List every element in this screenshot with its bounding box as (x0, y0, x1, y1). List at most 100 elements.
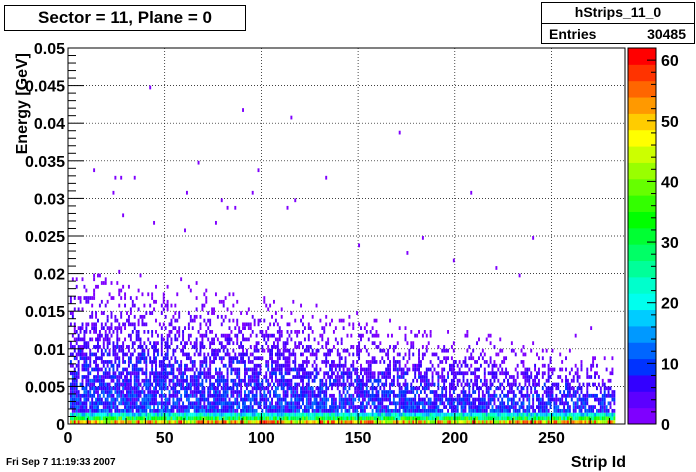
heatmap-cell (189, 288, 192, 293)
heatmap-cell (137, 367, 140, 372)
heatmap-cell (216, 371, 219, 376)
heatmap-cell (243, 352, 246, 357)
heatmap-cell (290, 367, 293, 372)
heatmap-cell (95, 367, 98, 372)
heatmap-cell (389, 360, 391, 364)
heatmap-cell (172, 386, 175, 391)
heatmap-cell (369, 360, 372, 364)
heatmap-cell (137, 371, 140, 376)
heatmap-cell (139, 416, 142, 421)
heatmap-cell (209, 322, 212, 327)
heatmap-cell (282, 386, 285, 391)
heatmap-cell (541, 408, 544, 413)
heatmap-cell (522, 416, 525, 421)
heatmap-cell (458, 401, 461, 406)
heatmap-cell (199, 363, 202, 368)
heatmap-cell (530, 416, 533, 421)
heatmap-cell (522, 371, 525, 376)
heatmap-cell (472, 382, 475, 387)
heatmap-cell (129, 416, 132, 421)
heatmap-cell (458, 412, 461, 417)
heatmap-cell (108, 360, 111, 364)
heatmap-cell (303, 405, 306, 409)
heatmap-cell (155, 367, 157, 372)
heatmap-cell (565, 393, 567, 398)
heatmap-cell (396, 408, 399, 413)
heatmap-cell (73, 296, 76, 300)
heatmap-cell (389, 401, 391, 406)
heatmap-cell (269, 371, 272, 376)
heatmap-cell (182, 352, 185, 357)
heatmap-cell (309, 420, 312, 424)
heatmap-cell (392, 412, 395, 417)
heatmap-cell (205, 288, 208, 293)
heatmap-cell (207, 412, 210, 417)
heatmap-cell (102, 311, 105, 315)
heatmap-cell (429, 360, 432, 364)
heatmap-cell (435, 397, 438, 402)
heatmap-cell (156, 416, 159, 421)
heatmap-cell (79, 382, 82, 387)
heatmap-cell (495, 408, 498, 413)
heatmap-cell (182, 386, 185, 391)
heatmap-cell (300, 341, 303, 346)
heatmap-cell (580, 363, 583, 368)
heatmap-cell (336, 420, 339, 424)
heatmap-cell (236, 360, 239, 364)
heatmap-cell (271, 412, 274, 417)
heatmap-cell (155, 393, 157, 398)
heatmap-cell (566, 393, 569, 398)
heatmap-cell (466, 416, 469, 421)
heatmap-cell (543, 420, 546, 424)
heatmap-cell (439, 360, 442, 364)
heatmap-cell (201, 390, 204, 394)
heatmap-cell (296, 405, 299, 409)
heatmap-cell (75, 416, 78, 421)
heatmap-cell (309, 390, 312, 394)
heatmap-cell (110, 416, 113, 421)
heatmap-cell (247, 337, 250, 342)
heatmap-cell (178, 420, 181, 424)
heatmap-cell (398, 416, 401, 421)
heatmap-cell (209, 393, 212, 398)
heatmap-cell (143, 416, 146, 421)
heatmap-cell (197, 382, 200, 387)
heatmap-cell (505, 367, 508, 372)
heatmap-cell (404, 333, 407, 338)
heatmap-cell (294, 397, 297, 402)
heatmap-cell (243, 367, 246, 372)
heatmap-cell (361, 333, 364, 338)
heatmap-cell (481, 348, 484, 353)
heatmap-cell (383, 393, 386, 398)
heatmap-cell (329, 393, 332, 398)
heatmap-cell (419, 378, 422, 383)
heatmap-cell (114, 352, 117, 357)
heatmap-cell (162, 405, 165, 409)
heatmap-cell (358, 356, 361, 361)
heatmap-cell (201, 378, 204, 383)
heatmap-cell (518, 397, 521, 402)
heatmap-cell (162, 416, 165, 421)
heatmap-cell (89, 296, 92, 300)
heatmap-cell (530, 386, 533, 391)
heatmap-cell (191, 345, 194, 349)
heatmap-cell (220, 375, 223, 379)
heatmap-cell (300, 378, 303, 383)
heatmap-cell (323, 371, 326, 376)
heatmap-cell (452, 405, 455, 409)
heatmap-cell (236, 390, 239, 394)
heatmap-cell (110, 322, 113, 327)
heatmap-cell (265, 360, 268, 364)
heatmap-cell (381, 390, 384, 394)
heatmap-cell (331, 382, 333, 387)
heatmap-cell (247, 367, 250, 372)
heatmap-cell (127, 333, 130, 338)
heatmap-cell (226, 348, 229, 353)
heatmap-cell (114, 401, 117, 406)
heatmap-cell (464, 393, 467, 398)
heatmap-cell (160, 345, 163, 349)
heatmap-cell (294, 408, 297, 413)
heatmap-cell (95, 356, 98, 361)
heatmap-cell (98, 333, 101, 338)
heatmap-cell (110, 420, 113, 424)
